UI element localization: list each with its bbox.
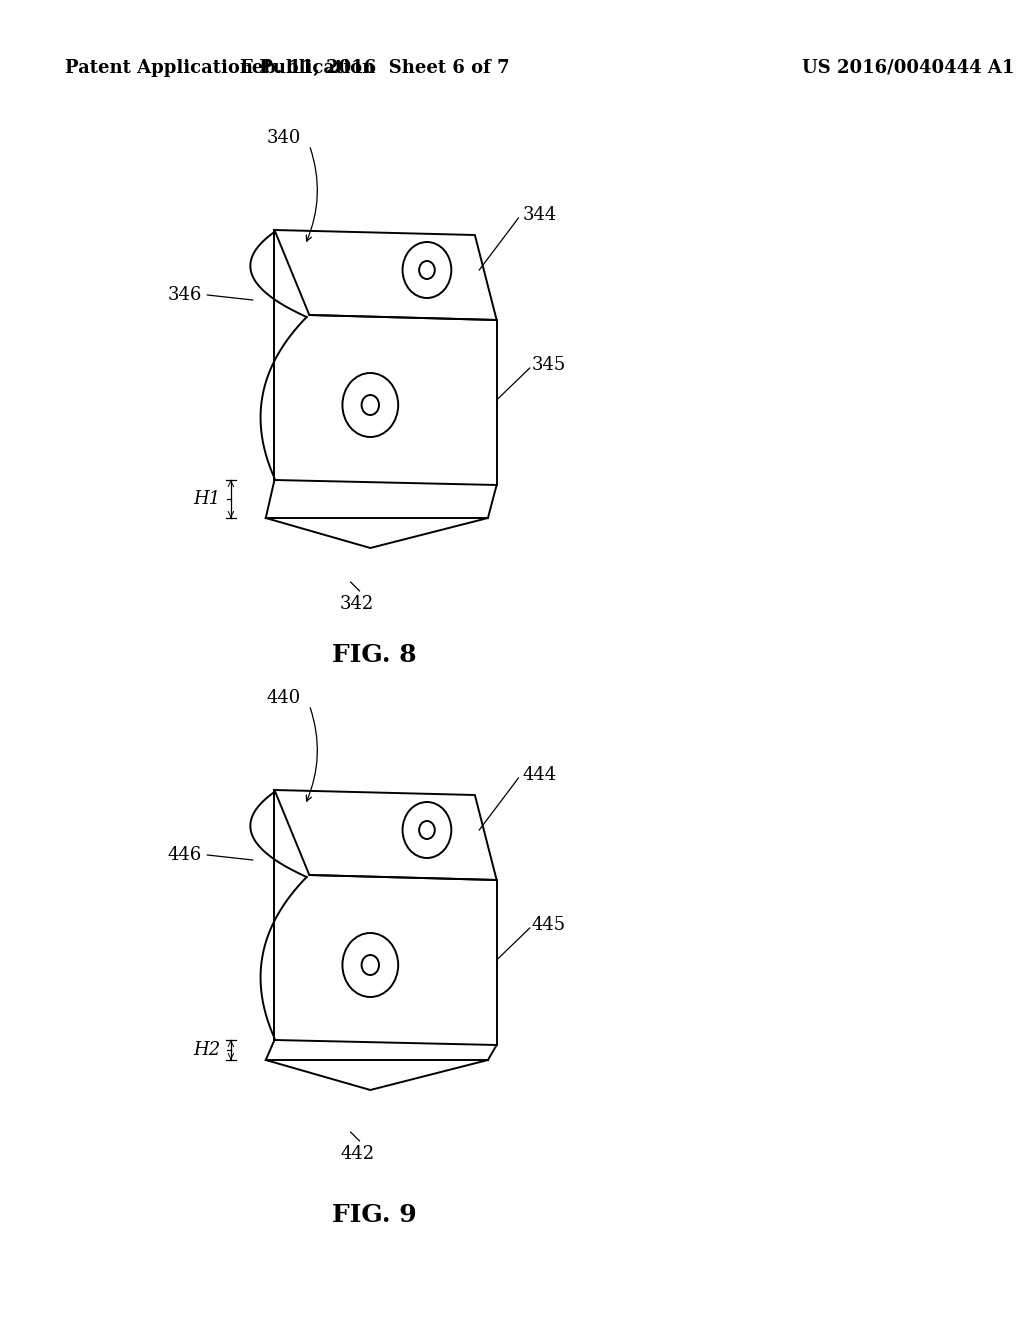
Text: H2: H2 (194, 1041, 220, 1059)
Text: 345: 345 (531, 356, 565, 374)
Text: 342: 342 (340, 595, 375, 612)
Text: 445: 445 (531, 916, 565, 935)
Text: 346: 346 (168, 286, 202, 304)
Text: FIG. 8: FIG. 8 (333, 643, 417, 667)
Text: US 2016/0040444 A1: US 2016/0040444 A1 (802, 59, 1014, 77)
Text: 440: 440 (266, 689, 301, 708)
Text: 446: 446 (168, 846, 202, 865)
Text: 344: 344 (523, 206, 557, 224)
Text: 444: 444 (523, 766, 557, 784)
Text: H1: H1 (194, 490, 220, 508)
Text: Feb. 11, 2016  Sheet 6 of 7: Feb. 11, 2016 Sheet 6 of 7 (240, 59, 510, 77)
Text: FIG. 9: FIG. 9 (333, 1203, 417, 1228)
Text: Patent Application Publication: Patent Application Publication (66, 59, 376, 77)
Text: 442: 442 (340, 1144, 375, 1163)
Text: 340: 340 (266, 129, 301, 147)
